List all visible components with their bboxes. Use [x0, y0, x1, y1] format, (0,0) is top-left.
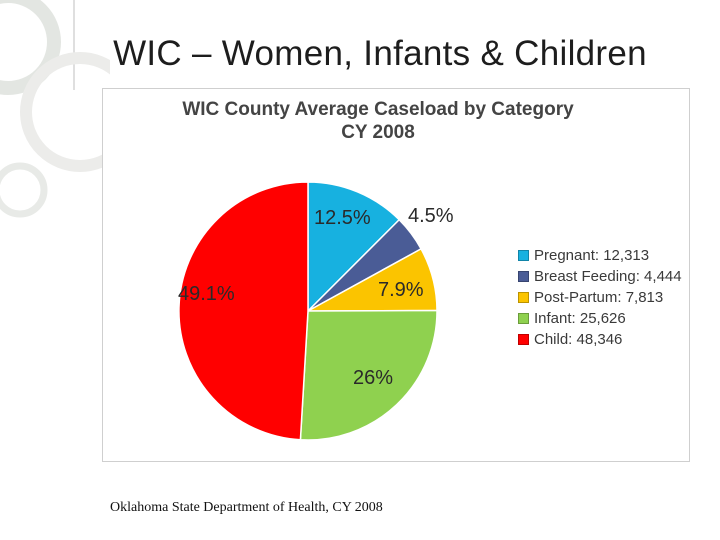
legend-swatch-breast-feeding	[518, 271, 529, 282]
decorative-rings	[0, 0, 110, 218]
data-label-post-partum: 7.9%	[378, 279, 424, 301]
data-label-pregnant: 12.5%	[314, 207, 371, 229]
legend-item-child: Child: 48,346	[518, 329, 682, 350]
legend-item-pregnant: Pregnant: 12,313	[518, 245, 682, 266]
legend-item-infant: Infant: 25,626	[518, 308, 682, 329]
pie-slice-infant	[299, 309, 438, 441]
pie-slice-pregnant	[307, 181, 401, 313]
pie-slice-child	[178, 181, 309, 441]
pie-chart	[178, 181, 438, 441]
legend-label-post-partum: Post-Partum: 7,813	[534, 289, 664, 306]
data-label-breast-feeding: 4.5%	[408, 205, 454, 227]
legend-label-child: Child: 48,346	[534, 331, 623, 348]
legend-label-infant: Infant: 25,626	[534, 310, 626, 327]
legend-swatch-post-partum	[518, 292, 529, 303]
chart-subtitle: CY 2008	[341, 122, 415, 143]
legend-item-post-partum: Post-Partum: 7,813	[518, 287, 682, 308]
legend-label-breast-feeding: Breast Feeding: 4,444	[534, 268, 682, 285]
chart-frame: WIC County Average Caseload by Category …	[102, 88, 690, 462]
legend-label-pregnant: Pregnant: 12,313	[534, 247, 650, 264]
data-label-infant: 26%	[353, 367, 394, 389]
legend-swatch-child	[518, 334, 529, 345]
source-caption: Oklahoma State Department of Health, CY …	[110, 500, 383, 515]
data-label-child: 49.1%	[178, 283, 235, 305]
chart-legend: Pregnant: 12,313 Breast Feeding: 4,444 P…	[518, 245, 682, 350]
slide-title: WIC – Women, Infants & Children	[113, 34, 647, 73]
legend-swatch-infant	[518, 313, 529, 324]
legend-item-breast-feeding: Breast Feeding: 4,444	[518, 266, 682, 287]
legend-swatch-pregnant	[518, 250, 529, 261]
chart-title: WIC County Average Caseload by Category	[182, 99, 574, 120]
